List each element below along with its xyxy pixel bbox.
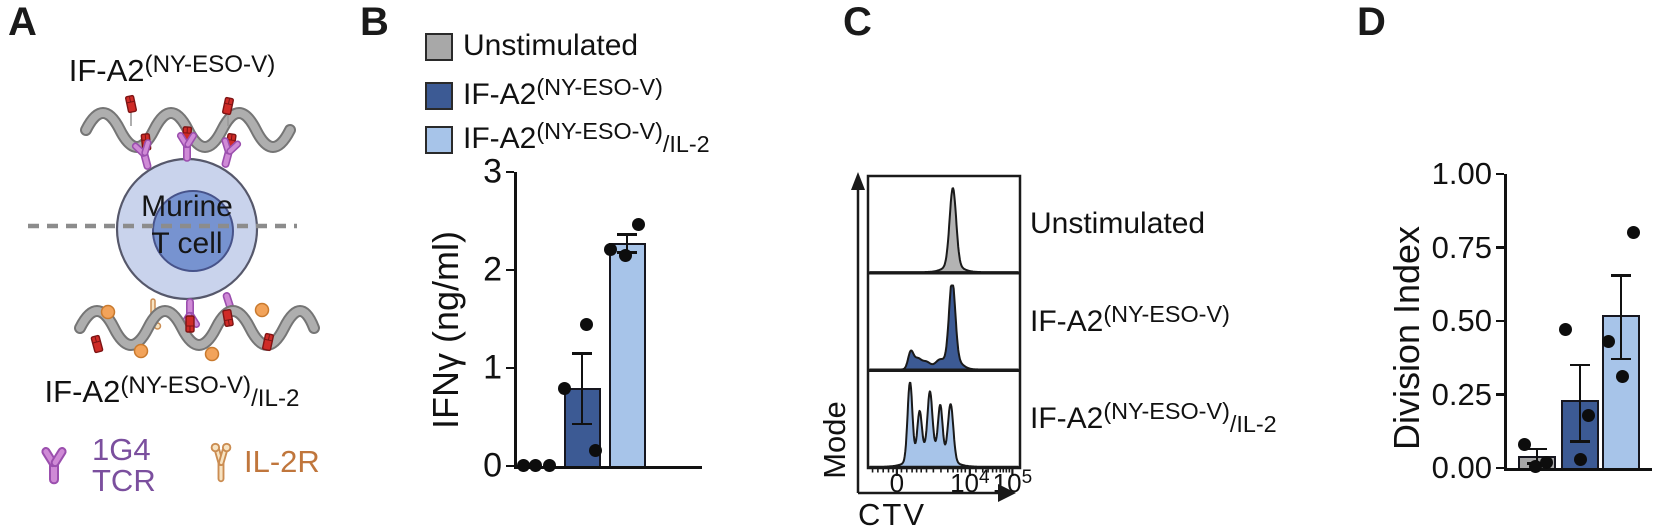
il2-icon <box>204 346 220 362</box>
legend-label: Unstimulated <box>463 29 639 62</box>
legend-item-ifa2-il2: IF-A2(NY-ESO-V)/IL-2 <box>425 118 710 160</box>
swatch-gray <box>425 33 453 61</box>
panel-b-label: B <box>360 0 389 44</box>
panel-a-label: A <box>8 0 37 44</box>
division-index-axis-label: Division Index <box>1386 225 1427 451</box>
swatch-light-blue <box>425 126 453 154</box>
legend-label: IF-A2(NY-ESO-V)/IL-2 <box>463 118 710 158</box>
mhc-icon <box>124 94 138 114</box>
il2r-legend-icon <box>210 442 232 483</box>
svg-text:0: 0 <box>890 468 904 498</box>
mhc-icon <box>90 334 104 354</box>
fiber-top-sup: (NY-ESO-V) <box>144 50 276 78</box>
nucleus <box>152 190 234 272</box>
histogram-curves <box>869 187 1019 468</box>
cell-diagram <box>28 94 345 485</box>
legend-item-unstimulated: Unstimulated <box>425 29 638 67</box>
ctv-axis-label: CTV <box>858 497 926 531</box>
panel-d-label: D <box>1357 0 1386 44</box>
legend-item-ifa2: IF-A2(NY-ESO-V) <box>425 74 663 116</box>
mhc-icon <box>185 315 195 333</box>
fiber-bottom-label: IF-A2(NY-ESO-V)/IL-2 <box>44 371 300 413</box>
curve-label-unstimulated: Unstimulated <box>1030 207 1206 240</box>
fiber-bottom <box>80 302 314 362</box>
il2-icon <box>133 343 149 359</box>
mode-axis-arrow <box>851 172 865 493</box>
cell-label-line2: T cell <box>151 227 223 260</box>
legend-1g4-line1: 1G4 <box>92 432 151 467</box>
legend-il2r-label: IL-2R <box>244 444 320 479</box>
cell-label-line1: Murine <box>141 190 233 223</box>
swatch-dark-blue <box>425 82 453 110</box>
murine-t-cell <box>28 157 297 301</box>
fiber-bottom-sup: (NY-ESO-V) <box>120 371 252 399</box>
legend-1g4-line2: TCR <box>92 463 156 498</box>
fiber-top <box>86 94 290 150</box>
fiber-bottom-sub: /IL-2 <box>251 385 300 413</box>
fiber-top-base: IF-A2 <box>68 53 145 88</box>
il2-icon <box>100 304 116 320</box>
division-index-bar-chart: 0.00 0.25 0.50 0.75 1.00 <box>1432 156 1652 485</box>
panel-c-label: C <box>843 0 872 44</box>
ctv-axis-arrow <box>858 484 1016 502</box>
fiber-bottom-base: IF-A2 <box>44 374 121 409</box>
curve-label-ifa2: IF-A2(NY-ESO-V) <box>1030 301 1230 338</box>
legend-label: IF-A2(NY-ESO-V) <box>463 74 663 111</box>
fiber-top-label: IF-A2(NY-ESO-V) <box>68 50 276 89</box>
curve-label-ifa2-il2: IF-A2(NY-ESO-V)/IL-2 <box>1030 398 1277 438</box>
tcr-legend-icon <box>40 445 68 485</box>
mode-axis-label: Mode <box>817 401 852 479</box>
plot-frame <box>866 174 1022 470</box>
il2-icon <box>254 302 270 318</box>
flow-cytometry-plot: 0 104 105 <box>851 172 1032 502</box>
ifng-axis-label: IFNγ (ng/ml) <box>425 231 466 429</box>
